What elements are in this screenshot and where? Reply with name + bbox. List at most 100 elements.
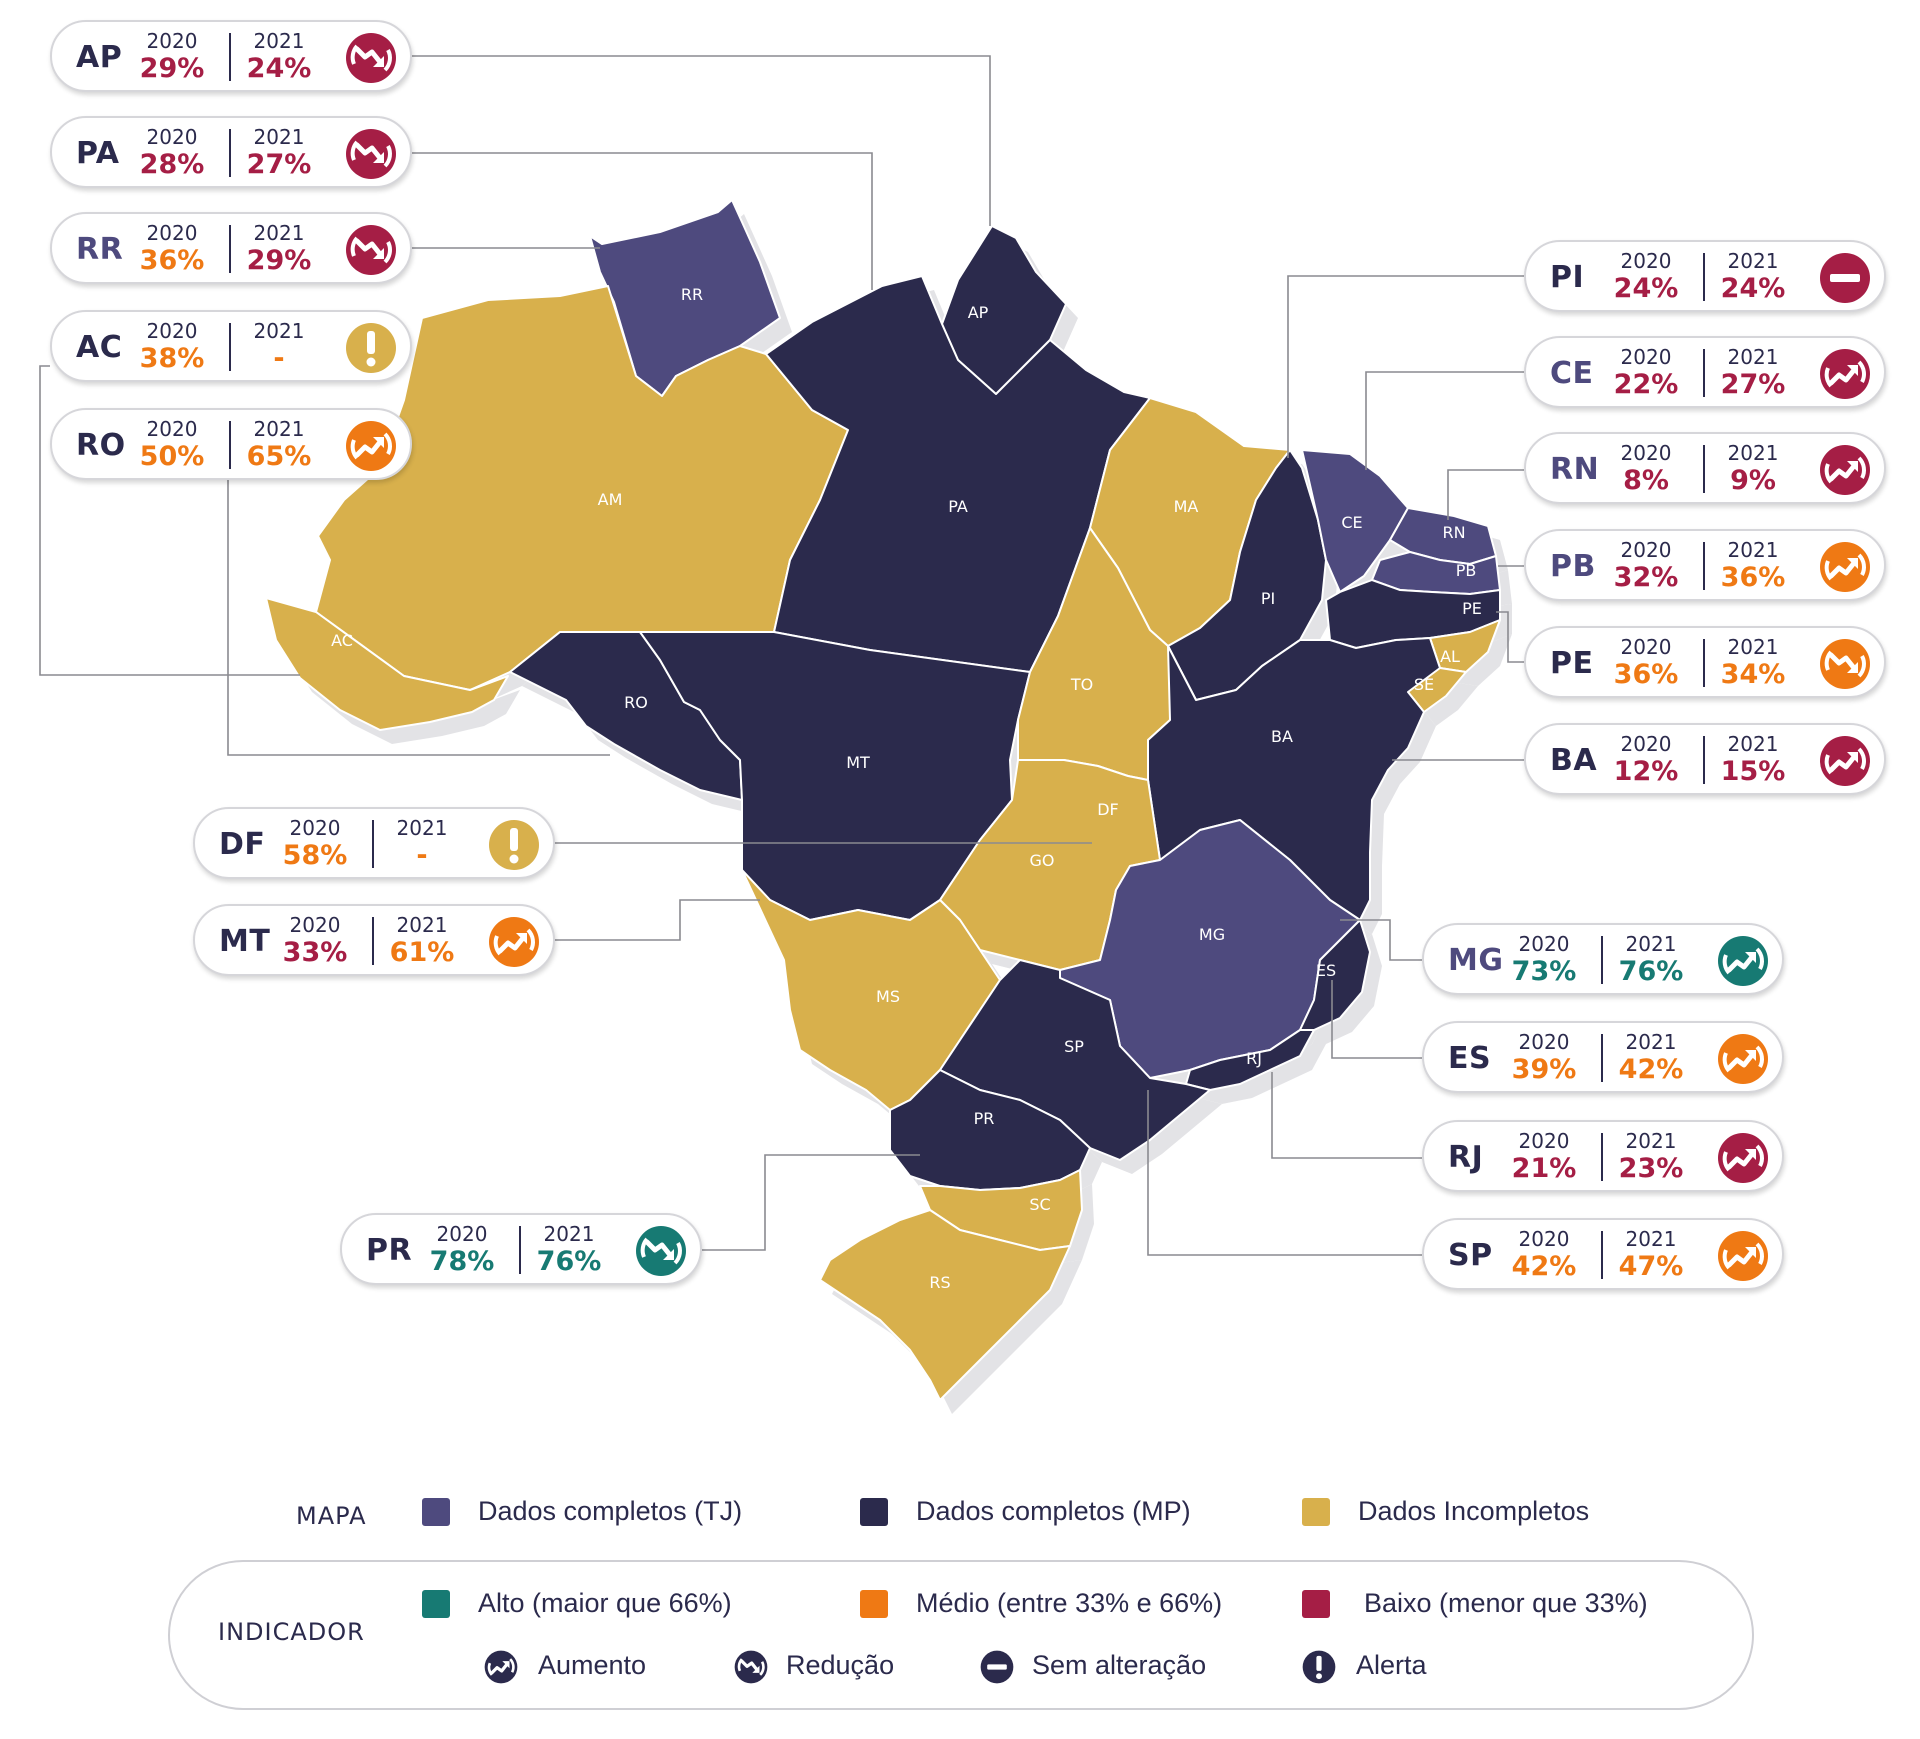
card-col-2021: 2021 76% [1609, 932, 1693, 988]
legend-reducao-label: Redução [786, 1650, 895, 1680]
card-state: AC [76, 330, 123, 365]
state-label-rs: RS [929, 1273, 950, 1292]
reducao-icon [1820, 639, 1870, 689]
card-divider [1703, 736, 1705, 784]
card-divider [1703, 639, 1705, 687]
state-label-am: AM [598, 490, 623, 509]
card-col-2021: 2021 15% [1711, 732, 1795, 788]
leader-line-mt [554, 899, 760, 941]
aumento-icon [1718, 1133, 1768, 1183]
card-state: SP [1448, 1238, 1493, 1273]
legend-alerta-icon [1302, 1650, 1336, 1684]
card-value-2021: 34% [1720, 659, 1786, 690]
state-card-pr: PR 2020 78% 2021 76% [340, 1213, 702, 1285]
card-col-2021: 2021 36% [1711, 538, 1795, 594]
states-layer [265, 199, 1501, 1401]
card-col-2020: 2020 8% [1604, 441, 1688, 497]
state-label-rj: RJ [1246, 1049, 1262, 1068]
state-label-ac: AC [331, 631, 353, 650]
card-value-2021: 76% [1618, 956, 1684, 987]
card-year-2020: 2020 [1518, 932, 1570, 956]
card-year-2021: 2021 [396, 816, 448, 840]
state-card-mt: MT 2020 33% 2021 61% [193, 904, 555, 976]
card-year-2021: 2021 [1625, 932, 1677, 956]
card-year-2020: 2020 [1620, 732, 1672, 756]
card-divider [519, 1226, 521, 1274]
card-divider [1703, 349, 1705, 397]
leader-line-rn [1447, 469, 1524, 520]
state-card-rj: RJ 2020 21% 2021 23% [1422, 1120, 1784, 1192]
card-state: ES [1448, 1041, 1492, 1076]
card-state: PA [76, 136, 120, 171]
card-divider [1703, 253, 1705, 301]
card-col-2020: 2020 58% [273, 816, 357, 872]
state-ce [1301, 449, 1409, 593]
card-value-2020: 50% [139, 441, 205, 472]
card-state: RJ [1448, 1140, 1484, 1175]
state-label-pe: PE [1462, 599, 1482, 618]
card-value-2021: 24% [246, 53, 312, 84]
card-value-2021: - [273, 343, 285, 374]
leader-line-pa [412, 152, 873, 290]
card-year-2020: 2020 [1620, 345, 1672, 369]
card-year-2020: 2020 [146, 29, 198, 53]
state-labels: RR AP AM PA MA CE RN PB PE AL SE PI AC RO MT TO BA DF GO MG… [331, 285, 1482, 1292]
card-value-2020: 78% [429, 1246, 495, 1277]
card-state: CE [1550, 356, 1594, 391]
card-col-2020: 2020 33% [273, 913, 357, 969]
card-year-2021: 2021 [1727, 635, 1779, 659]
aumento-icon [1820, 349, 1870, 399]
card-year-2020: 2020 [436, 1222, 488, 1246]
card-value-2020: 38% [139, 343, 205, 374]
state-card-ap: AP 2020 29% 2021 24% [50, 20, 412, 92]
legend-aumento-icon [484, 1650, 518, 1684]
card-divider [229, 421, 231, 469]
swatch-mp [860, 1498, 888, 1526]
card-col-2020: 2020 73% [1502, 932, 1586, 988]
leader-line-pr [702, 1154, 920, 1251]
swatch-tj [422, 1498, 450, 1526]
card-divider [372, 917, 374, 965]
swatch-medio [860, 1590, 888, 1618]
card-state: PE [1550, 646, 1594, 681]
state-card-sp: SP 2020 42% 2021 47% [1422, 1218, 1784, 1290]
state-label-df: DF [1097, 800, 1119, 819]
state-label-pr: PR [974, 1109, 995, 1128]
card-value-2020: 22% [1613, 369, 1679, 400]
sem-alteracao-icon [1820, 253, 1870, 303]
card-year-2020: 2020 [146, 417, 198, 441]
card-col-2020: 2020 42% [1502, 1227, 1586, 1283]
state-label-sp: SP [1064, 1037, 1084, 1056]
card-col-2021: 2021 65% [237, 417, 321, 473]
alerta-icon [346, 323, 396, 373]
card-value-2021: 27% [1720, 369, 1786, 400]
aumento-icon [1718, 1034, 1768, 1084]
aumento-icon [1820, 736, 1870, 786]
card-col-2020: 2020 12% [1604, 732, 1688, 788]
card-col-2021: 2021- [237, 319, 321, 375]
card-col-2020: 2020 78% [420, 1222, 504, 1278]
card-state: PR [366, 1233, 413, 1268]
card-col-2020: 2020 29% [130, 29, 214, 85]
card-year-2021: 2021 [1727, 345, 1779, 369]
card-col-2020: 2020 38% [130, 319, 214, 375]
card-col-2021: 2021 61% [380, 913, 464, 969]
card-divider [1601, 936, 1603, 984]
card-col-2021: 2021 27% [1711, 345, 1795, 401]
card-year-2020: 2020 [146, 221, 198, 245]
card-state: PB [1550, 549, 1596, 584]
state-card-df: DF 2020 58% 2021- [193, 807, 555, 879]
card-col-2021: 2021 34% [1711, 635, 1795, 691]
legend-baixo-label: Baixo (menor que 33%) [1364, 1588, 1648, 1618]
leader-line-pe [1496, 611, 1524, 663]
card-year-2020: 2020 [1620, 538, 1672, 562]
card-value-2021: 65% [246, 441, 312, 472]
legend-reducao-icon [734, 1650, 768, 1684]
card-value-2020: 33% [282, 937, 348, 968]
card-year-2020: 2020 [1518, 1030, 1570, 1054]
indicador-legend-box [168, 1560, 1754, 1710]
legend-mp-label: Dados completos (MP) [916, 1496, 1191, 1526]
leader-line-ap [412, 55, 991, 226]
legend-incomplete-label: Dados Incompletos [1358, 1496, 1590, 1526]
